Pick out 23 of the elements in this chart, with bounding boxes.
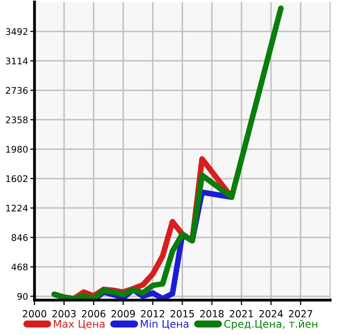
legend-label: Сред.Цена, т.йен [224,320,318,330]
x-tick-label: 2024 [259,310,283,318]
x-tick-label: 2000 [22,310,46,318]
y-tick-label: 3492 [6,28,28,35]
y-tick-label: 1224 [6,204,28,212]
x-tick-label: 2009 [112,310,135,318]
y-tick-label: 846 [12,234,28,241]
x-tick-label: 2015 [170,310,194,318]
y-tick-label: 3114 [6,58,28,64]
x-tick-label: 2003 [52,310,76,318]
y-tick-label: 1602 [6,175,28,182]
x-tick-label: 2018 [200,310,224,318]
x-tick-label: 2027 [288,310,312,318]
x-tick-label: 2012 [141,310,164,318]
x-tick-label: 2006 [82,310,106,318]
legend-label: Min Цена [140,320,188,330]
y-tick-label: 1980 [6,146,28,153]
y-tick-label: 2736 [6,87,28,94]
x-tick-label: 2021 [230,310,253,318]
y-tick-label: 2358 [6,116,28,124]
y-tick-label: 468 [11,264,28,270]
legend-label: Max Цена [54,320,104,330]
y-tick-label: 90 [17,292,28,300]
